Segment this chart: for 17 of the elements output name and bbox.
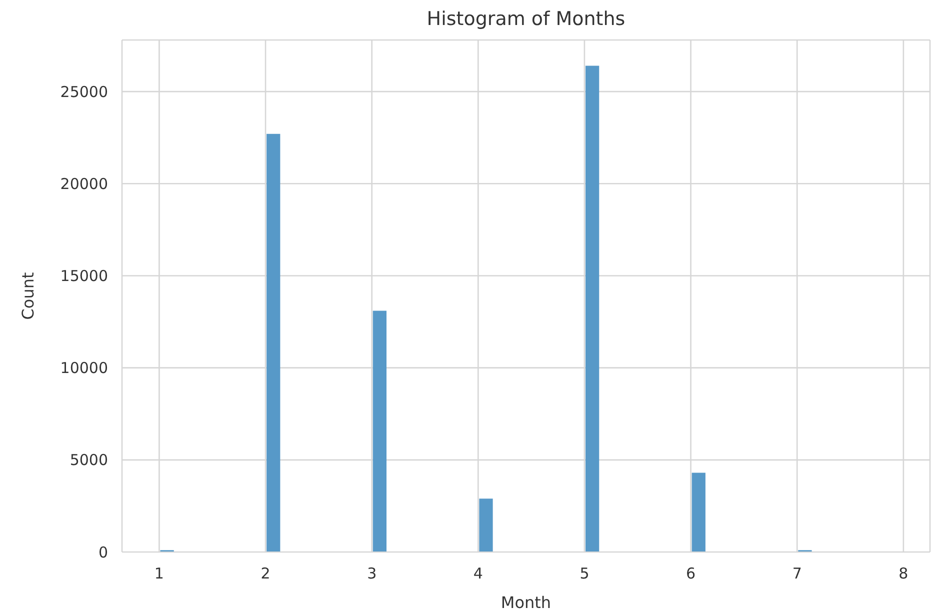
chart-title: Histogram of Months [426, 8, 626, 30]
x-tick-label: 5 [580, 564, 590, 583]
y-tick-label: 5000 [70, 451, 108, 470]
x-tick-label: 6 [686, 564, 696, 583]
x-tick-label: 2 [260, 564, 270, 583]
x-tick-label: 4 [473, 564, 483, 583]
x-tick-label: 7 [792, 564, 802, 583]
y-tick-label: 15000 [60, 267, 108, 286]
y-tick-label: 25000 [60, 82, 108, 101]
x-tick-label: 8 [898, 564, 908, 583]
y-tick-label: 0 [98, 543, 108, 562]
x-tick-label: 3 [367, 564, 377, 583]
y-tick-label: 10000 [60, 359, 108, 378]
x-tick-label: 1 [154, 564, 164, 583]
x-axis-title: Month [500, 593, 552, 612]
y-tick-label: 20000 [60, 174, 108, 193]
y-axis-title: Count [18, 272, 38, 320]
